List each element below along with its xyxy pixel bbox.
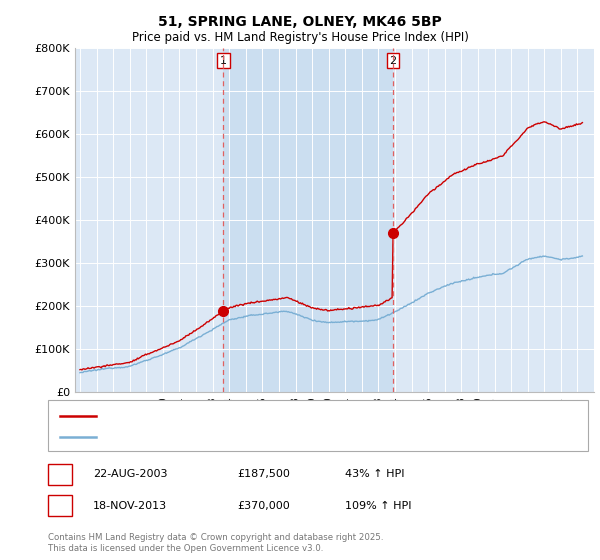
Text: £187,500: £187,500	[237, 469, 290, 479]
Text: Price paid vs. HM Land Registry's House Price Index (HPI): Price paid vs. HM Land Registry's House …	[131, 31, 469, 44]
Text: 109% ↑ HPI: 109% ↑ HPI	[345, 501, 412, 511]
Text: Contains HM Land Registry data © Crown copyright and database right 2025.
This d: Contains HM Land Registry data © Crown c…	[48, 533, 383, 553]
Text: 2: 2	[56, 499, 64, 512]
Text: 51, SPRING LANE, OLNEY, MK46 5BP (semi-detached house): 51, SPRING LANE, OLNEY, MK46 5BP (semi-d…	[105, 410, 405, 421]
Bar	[223, 48, 393, 392]
Text: 51, SPRING LANE, OLNEY, MK46 5BP: 51, SPRING LANE, OLNEY, MK46 5BP	[158, 15, 442, 29]
Text: 18-NOV-2013: 18-NOV-2013	[93, 501, 167, 511]
Text: £370,000: £370,000	[237, 501, 290, 511]
Text: 1: 1	[56, 468, 64, 481]
Text: 1: 1	[220, 55, 227, 66]
Text: 43% ↑ HPI: 43% ↑ HPI	[345, 469, 404, 479]
Text: 22-AUG-2003: 22-AUG-2003	[93, 469, 167, 479]
Text: 2: 2	[389, 55, 397, 66]
Text: HPI: Average price, semi-detached house, Milton Keynes: HPI: Average price, semi-detached house,…	[105, 432, 386, 442]
